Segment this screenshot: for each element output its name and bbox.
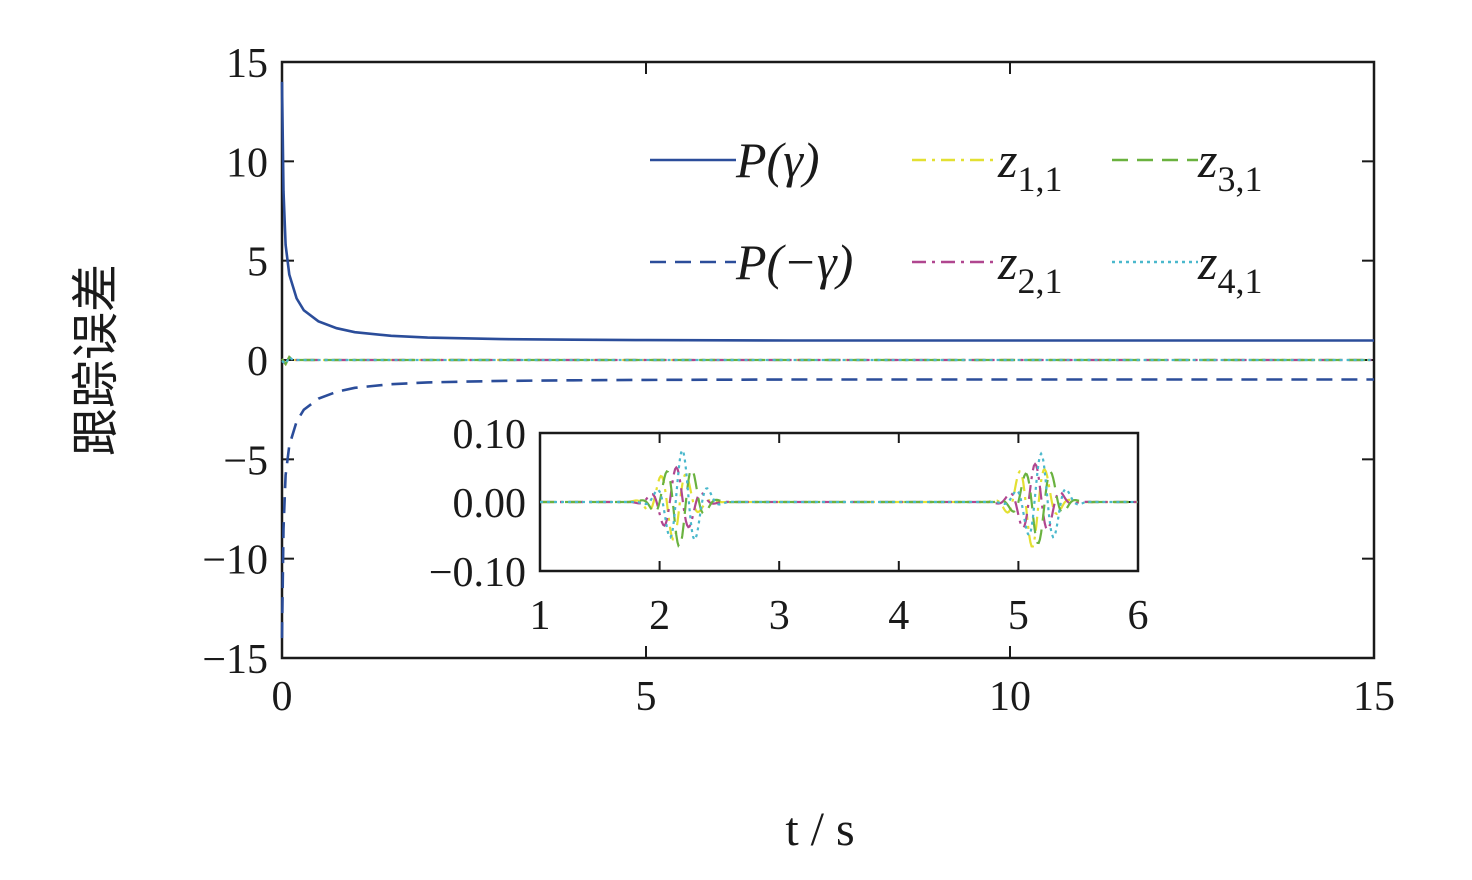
legend-label: z3,1 [1197, 132, 1262, 199]
y-axis-label: 跟踪误差 [70, 264, 123, 456]
x-tick-label: 5 [636, 674, 657, 720]
legend: P(γ)P(−γ)z1,1z2,1z3,1z4,1 [650, 132, 1262, 301]
legend-label: P(−γ) [735, 234, 853, 290]
y-tick-label: −15 [202, 637, 268, 683]
legend-label-sub: 2,1 [1017, 261, 1062, 301]
legend-label: z4,1 [1197, 234, 1262, 301]
inset-x-tick-label: 5 [1008, 593, 1029, 639]
legend-label: z2,1 [997, 234, 1062, 301]
series-line-0 [280, 81, 1374, 342]
x-tick-label: 15 [1353, 674, 1395, 720]
inset-y-tick-label: −0.10 [429, 550, 526, 596]
legend-label-main: P(γ) [735, 132, 820, 188]
inset-plot: 1 2 3 4 5 6 0.10 0.00 −0.10 [429, 412, 1149, 639]
y-tick-label: 0 [247, 339, 268, 385]
legend-label: P(γ) [735, 132, 820, 188]
legend-label-sub: 1,1 [1017, 159, 1062, 199]
y-tick-label: −10 [202, 538, 268, 584]
y-tick-label: −5 [223, 438, 268, 484]
legend-label-sub: 3,1 [1217, 159, 1262, 199]
legend-label-main: z [1197, 234, 1217, 290]
y-tick-label: 15 [226, 41, 268, 87]
legend-label-main: z [1197, 132, 1217, 188]
inset-x-tick-label: 6 [1128, 593, 1149, 639]
y-tick-label: 10 [226, 140, 268, 186]
inset-x-tick-label: 2 [649, 593, 670, 639]
inset-y-tick-label: 0.00 [453, 481, 527, 527]
inset-x-tick-label: 1 [530, 593, 551, 639]
inset-series-line [540, 447, 1138, 542]
legend-label-sub: 4,1 [1217, 261, 1262, 301]
series-line-1 [280, 378, 1374, 639]
x-tick-label: 0 [272, 674, 293, 720]
y-tick-label: 5 [247, 240, 268, 286]
x-axis-label: t / s [785, 803, 854, 856]
legend-label: z1,1 [997, 132, 1062, 199]
inset-x-tick-label: 4 [888, 593, 909, 639]
legend-label-main: z [997, 234, 1017, 290]
inset-y-tick-label: 0.10 [453, 412, 527, 458]
inset-x-tick-label: 3 [769, 593, 790, 639]
main-series-group [280, 81, 1374, 639]
legend-label-main: P(−γ) [735, 234, 853, 290]
x-tick-label: 10 [989, 674, 1031, 720]
legend-label-main: z [997, 132, 1017, 188]
